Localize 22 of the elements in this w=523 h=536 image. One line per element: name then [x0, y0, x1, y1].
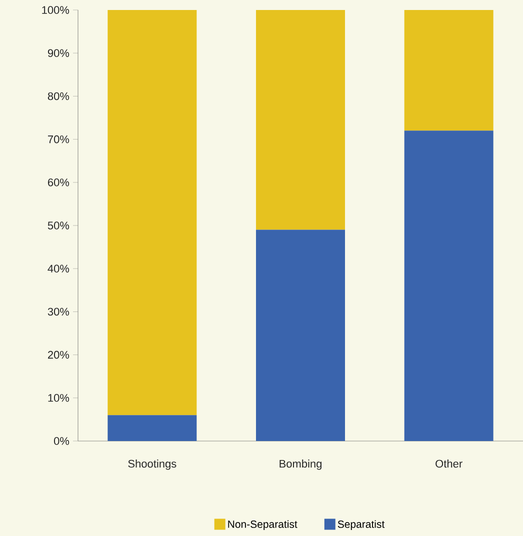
- x-tick-label: Shootings: [128, 460, 176, 470]
- bar: [108, 415, 197, 441]
- bar: [404, 130, 494, 441]
- bar: [256, 10, 345, 230]
- y-tick-label: 30%: [48, 308, 70, 316]
- y-tick-label: 60%: [48, 178, 70, 186]
- y-tick-label: 20%: [48, 350, 70, 359]
- bar: [404, 10, 494, 131]
- y-tick-label: 70%: [48, 135, 70, 144]
- x-tick-label: Other: [436, 460, 462, 468]
- bar: [256, 230, 345, 441]
- y-tick-label: 80%: [48, 92, 70, 100]
- y-tick-label: 50%: [48, 222, 70, 230]
- legend-label: Separatist: [338, 520, 385, 530]
- y-tick-label: 100%: [42, 6, 70, 14]
- y-tick-label: 40%: [48, 264, 70, 272]
- y-tick-label: 0%: [54, 437, 70, 445]
- x-tick-label: Bombing: [280, 460, 322, 470]
- bar: [108, 10, 197, 416]
- legend-label: Non-Separatist: [228, 520, 298, 530]
- y-tick-label: 10%: [48, 394, 70, 402]
- y-tick-label: 90%: [48, 49, 70, 57]
